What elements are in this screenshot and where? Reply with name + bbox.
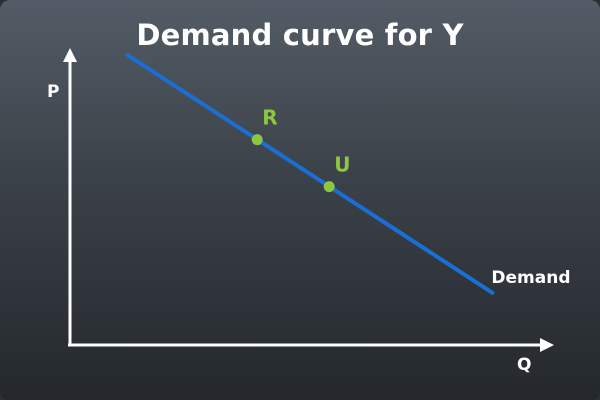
point-u: [323, 181, 335, 193]
x-axis-label: Q: [517, 355, 531, 375]
demand-curve-label: Demand: [491, 268, 570, 288]
axes: [63, 48, 554, 352]
point-label-r: R: [262, 106, 277, 130]
x-axis-arrow: [540, 338, 554, 352]
y-axis-label: P: [47, 82, 59, 102]
demand-curve: [125, 53, 495, 295]
point-label-u: U: [334, 153, 350, 177]
points-layer: RU: [251, 106, 350, 193]
y-axis-arrow: [63, 48, 77, 62]
chart-title: Demand curve for Y: [136, 18, 464, 52]
point-r: [251, 134, 263, 146]
